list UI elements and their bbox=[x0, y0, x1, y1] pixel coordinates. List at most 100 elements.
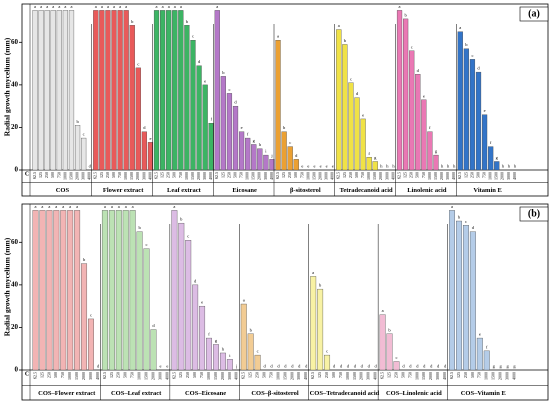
concentration-label: 125 bbox=[220, 172, 225, 178]
concentration-label: 62.5 bbox=[32, 172, 37, 179]
concentration-label: 62.5 bbox=[380, 372, 385, 379]
bar bbox=[147, 142, 154, 171]
significance-letter: f bbox=[208, 332, 210, 337]
bar bbox=[68, 10, 75, 171]
group-label: COS–Leaf extract bbox=[111, 390, 162, 397]
bar bbox=[141, 131, 147, 171]
group-label: COS–Eicosane bbox=[185, 390, 226, 397]
group-label: COS–Tetradecanoid acid bbox=[310, 390, 380, 397]
bar bbox=[372, 161, 378, 171]
significance-letter: a bbox=[70, 4, 72, 9]
bar bbox=[219, 352, 226, 371]
concentration-label: 500 bbox=[415, 172, 420, 178]
significance-letter: e bbox=[307, 164, 309, 169]
significance-letter: a bbox=[156, 4, 158, 9]
concentration-label: 1500 bbox=[143, 372, 148, 380]
concentration-label: 2000 bbox=[135, 172, 140, 180]
significance-letter: j bbox=[235, 364, 237, 369]
concentration-label: 62.5 bbox=[396, 172, 401, 179]
concentration-label: 750 bbox=[199, 372, 204, 378]
significance-letter: b bbox=[388, 327, 391, 332]
significance-letter: d bbox=[270, 364, 273, 369]
concentration-label: 250 bbox=[255, 372, 260, 378]
significance-letter: c bbox=[350, 76, 352, 81]
group-label: Tetradecanoid acid bbox=[340, 187, 393, 194]
bar bbox=[111, 10, 117, 171]
bar bbox=[166, 10, 172, 171]
significance-letter: c bbox=[90, 312, 92, 317]
significance-letter: g bbox=[500, 364, 503, 369]
bar bbox=[53, 210, 60, 371]
concentration-label: 250 bbox=[393, 372, 398, 378]
bar bbox=[281, 131, 287, 171]
bar bbox=[93, 10, 99, 171]
bar bbox=[366, 157, 372, 171]
significance-letter: d bbox=[198, 59, 201, 64]
concentration-label: 1500 bbox=[68, 172, 73, 180]
significance-letter: e bbox=[362, 112, 364, 117]
concentration-label: 250 bbox=[287, 172, 292, 178]
significance-letter: d bbox=[89, 164, 92, 169]
significance-letter: a bbox=[58, 4, 60, 9]
concentration-label: 125 bbox=[317, 372, 322, 378]
concentration-label: 1000 bbox=[245, 172, 250, 180]
concentration-label: 3000 bbox=[88, 372, 93, 380]
concentration-label: 2000 bbox=[500, 172, 505, 180]
bar bbox=[150, 329, 157, 371]
bar bbox=[199, 305, 206, 371]
bar bbox=[226, 93, 233, 171]
significance-letter: g bbox=[493, 364, 496, 369]
concentration-label: 1000 bbox=[206, 372, 211, 380]
significance-letter: a bbox=[459, 25, 461, 30]
bar bbox=[122, 210, 129, 371]
significance-letter: g bbox=[506, 364, 509, 369]
concentration-label: 125 bbox=[342, 172, 347, 178]
bar bbox=[287, 146, 293, 171]
significance-letter: d bbox=[305, 364, 308, 369]
bar bbox=[469, 59, 476, 171]
concentration-label: 125 bbox=[386, 372, 391, 378]
y-axis-title: Radial growth mycelium (mm) bbox=[3, 37, 12, 136]
significance-letter: d bbox=[437, 364, 440, 369]
bar bbox=[39, 210, 46, 371]
concentration-label: 3000 bbox=[141, 172, 146, 180]
bar bbox=[117, 10, 123, 171]
significance-letter: a bbox=[34, 4, 36, 9]
significance-letter: a bbox=[399, 4, 401, 9]
bar bbox=[62, 10, 69, 171]
concentration-label: 1500 bbox=[282, 372, 287, 380]
concentration-label: 500 bbox=[354, 172, 359, 178]
concentration-label: 2000 bbox=[359, 372, 364, 380]
significance-letter: e bbox=[313, 164, 315, 169]
plot-frame bbox=[21, 203, 549, 401]
group-label: COS–β-sitosterol bbox=[251, 390, 299, 397]
bar bbox=[247, 333, 254, 371]
concentration-label: 500 bbox=[400, 372, 405, 378]
concentration-label: 1000 bbox=[366, 172, 371, 180]
significance-letter: f bbox=[486, 344, 488, 349]
significance-letter: a bbox=[55, 204, 57, 209]
bar bbox=[336, 29, 342, 171]
concentration-label: 4000 bbox=[147, 172, 152, 180]
significance-letter: a bbox=[382, 308, 384, 313]
bar bbox=[171, 210, 178, 371]
bar bbox=[456, 220, 462, 371]
significance-letter: a bbox=[125, 204, 127, 209]
concentration-label: 1500 bbox=[190, 172, 195, 180]
significance-letter: b bbox=[138, 225, 141, 230]
bar bbox=[136, 231, 143, 371]
y-tick-label: 20 bbox=[11, 323, 19, 331]
significance-letter: a bbox=[132, 204, 134, 209]
significance-letter: e bbox=[204, 78, 206, 83]
significance-letter: c bbox=[465, 219, 467, 224]
bar bbox=[129, 210, 136, 371]
concentration-label: 3000 bbox=[157, 372, 162, 380]
concentration-label: 4000 bbox=[373, 372, 378, 380]
group-label: Flower extract bbox=[103, 187, 144, 194]
concentration-label: 500 bbox=[470, 372, 475, 378]
concentration-label: 250 bbox=[463, 372, 468, 378]
concentration-label: 1000 bbox=[123, 172, 128, 180]
significance-letter: b bbox=[283, 125, 286, 130]
concentration-label: 3000 bbox=[505, 372, 510, 380]
concentration-label: 500 bbox=[50, 172, 55, 178]
